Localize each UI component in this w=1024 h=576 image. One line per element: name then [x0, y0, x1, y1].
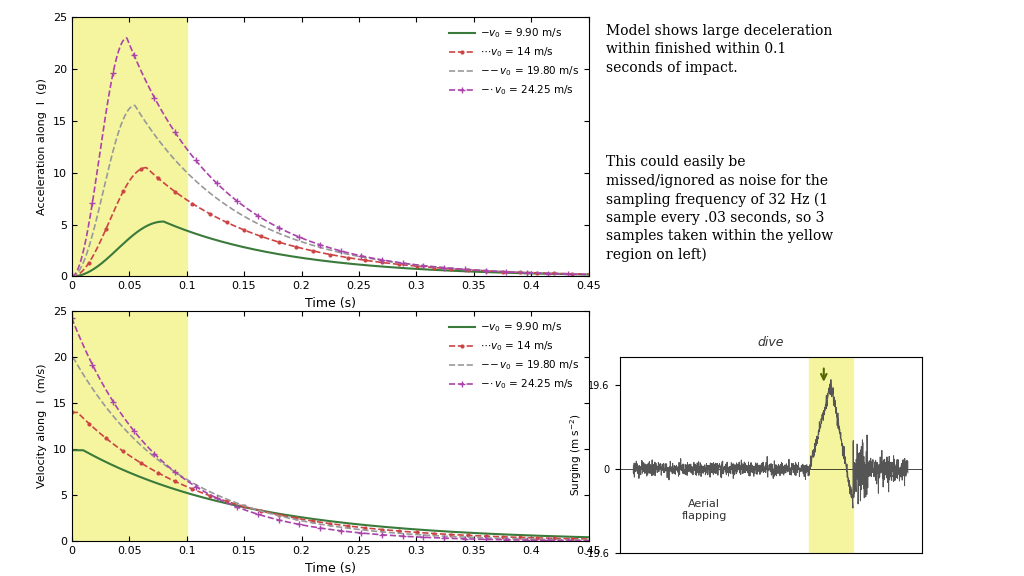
Legend: $-v_0$ = 9.90 m/s, $\cdots v_0$ = 14 m/s, $-\!-v_0$ = 19.80 m/s, $-\!\cdot v_0$ : $-v_0$ = 9.90 m/s, $\cdots v_0$ = 14 m/s… — [444, 22, 584, 101]
Text: Model shows large deceleration
within finished within 0.1
seconds of impact.: Model shows large deceleration within fi… — [605, 24, 833, 75]
Bar — [72, 311, 186, 541]
Legend: $-v_0$ = 9.90 m/s, $\cdots v_0$ = 14 m/s, $-\!-v_0$ = 19.80 m/s, $-\!\cdot v_0$ : $-v_0$ = 9.90 m/s, $\cdots v_0$ = 14 m/s… — [444, 316, 584, 395]
Text: This could easily be
missed/ignored as noise for the
sampling frequency of 32 Hz: This could easily be missed/ignored as n… — [605, 155, 833, 262]
Text: dive: dive — [758, 336, 783, 349]
Y-axis label: Acceleration along  l  (g): Acceleration along l (g) — [37, 78, 47, 215]
X-axis label: Time (s): Time (s) — [305, 297, 355, 310]
Y-axis label: Surging (m s$^{-2}$): Surging (m s$^{-2}$) — [567, 414, 584, 497]
Bar — [809, 357, 853, 553]
X-axis label: Time (s): Time (s) — [305, 562, 355, 575]
Text: Aerial
flapping: Aerial flapping — [681, 499, 727, 521]
Y-axis label: Velocity along  l  (m/s): Velocity along l (m/s) — [37, 364, 47, 488]
Bar — [72, 17, 186, 276]
